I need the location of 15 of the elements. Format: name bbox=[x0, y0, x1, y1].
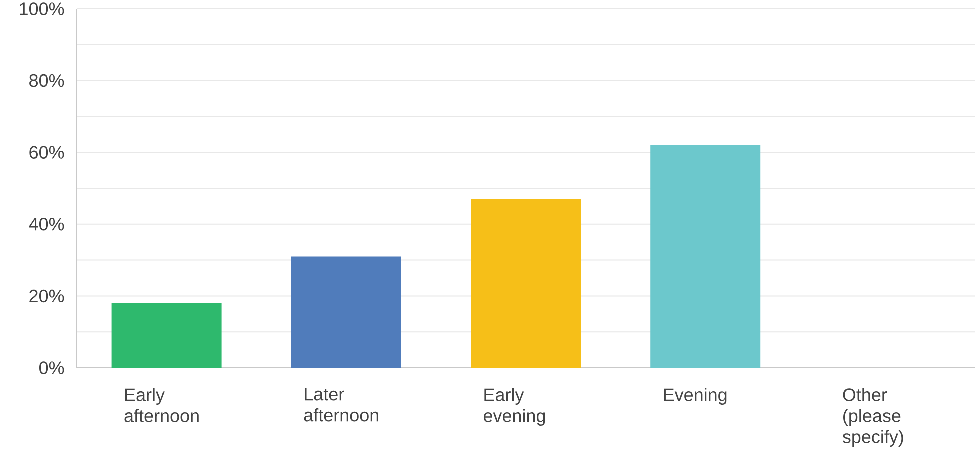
y-tick-label: 60% bbox=[30, 146, 64, 159]
y-tick-label: 20% bbox=[30, 290, 64, 303]
y-tick-label: 80% bbox=[30, 74, 64, 88]
y-tick-label: 100% bbox=[20, 2, 64, 16]
y-tick-label: 40% bbox=[29, 218, 64, 231]
x-tick-label: Other (please specify) bbox=[842, 388, 904, 447]
bar bbox=[650, 145, 761, 368]
bar bbox=[291, 256, 402, 368]
x-tick-label: Evening bbox=[664, 388, 727, 405]
bar bbox=[112, 303, 222, 368]
x-tick-label: Later afternoon bbox=[304, 388, 378, 422]
y-tick-label: 0% bbox=[39, 362, 64, 374]
x-tick-label: Early afternoon bbox=[124, 388, 199, 422]
bar bbox=[471, 199, 582, 368]
x-tick-label: Early evening bbox=[484, 388, 546, 426]
